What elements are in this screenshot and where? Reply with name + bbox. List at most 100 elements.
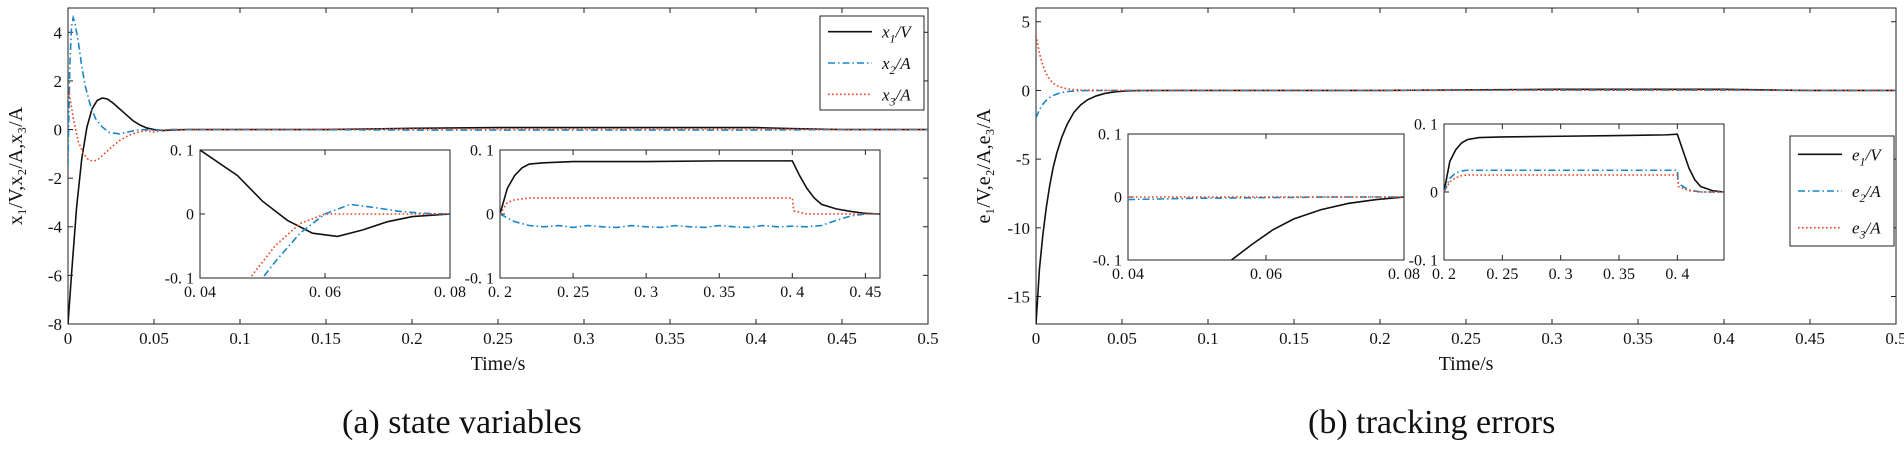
chart-b-inset-1: 0. 04 0. 06 0. 08 -0. 1 0 0. 1 — [1093, 127, 1420, 283]
chart-a-inset1-ytick-label: -0. 1 — [165, 271, 194, 288]
chart-a-ytick-label: 4 — [54, 23, 63, 42]
chart-b-xtick-label: 0.15 — [1279, 329, 1309, 348]
chart-b-xtick-label: 0.45 — [1795, 329, 1825, 348]
chart-b-xlabel: Time/s — [1439, 353, 1494, 375]
chart-b-inset2-xtick-label: 0. 3 — [1549, 266, 1573, 283]
chart-a-xtick-label: 0.35 — [655, 329, 685, 348]
chart-a-xtick-label: 0.45 — [827, 329, 857, 348]
chart-a-xtick-label: 0.1 — [229, 329, 250, 348]
chart-a-inset2-ytick-label: -0. 1 — [465, 271, 494, 288]
chart-b-ylabel: e₁/V,e₂/A,e₃/A — [973, 108, 995, 224]
chart-b-xtick-label: 0.05 — [1107, 329, 1137, 348]
chart-a-ytick-label: -6 — [48, 266, 62, 285]
chart-a-inset2-plot-frame — [499, 149, 881, 279]
chart-a-xlabel: Time/s — [471, 353, 526, 375]
chart-a-xtick-label: 0.4 — [745, 329, 767, 348]
chart-a-xtick-label: 0.5 — [917, 329, 938, 348]
chart-b-inset2-xtick-label: 0. 2 — [1432, 266, 1456, 283]
chart-a-inset1-series-x3-per-A — [249, 213, 450, 278]
chart-a-inset2-xtick-label: 0. 3 — [634, 284, 658, 301]
chart-a-legend: x1/V x2/A x3/A — [819, 15, 925, 111]
chart-b-legend: e1/V e2/A e3/A — [1789, 135, 1895, 247]
chart-a-ytick-label: -4 — [48, 218, 63, 237]
chart-b-inset2-series-e1-per-V — [1444, 133, 1724, 193]
chart-a-inset1-xtick-label: 0. 06 — [309, 284, 341, 301]
caption-b: (b) tracking errors — [1308, 404, 1556, 441]
chart-a-xtick-label: 0.3 — [573, 329, 594, 348]
chart-b-inset2-xtick-label: 0. 4 — [1665, 266, 1689, 283]
chart-a-xtick-label: 0.25 — [483, 329, 513, 348]
chart-b-inset2-ytick-label: 0. 1 — [1414, 117, 1438, 134]
chart-b-xtick-label: 0.2 — [1369, 329, 1390, 348]
chart-a-inset2-series-x2-per-A — [500, 213, 880, 229]
chart-b-xtick-label: 0.4 — [1713, 329, 1735, 348]
chart-b-inset1-ytick-label: -0. 1 — [1093, 253, 1122, 270]
chart-a-xtick-label: 0.15 — [311, 329, 341, 348]
chart-b-inset1-ytick-label: 0 — [1114, 190, 1122, 207]
chart-a-inset1-series-x2-per-A — [261, 203, 450, 278]
chart-a-series-x3-per-A — [68, 85, 928, 162]
chart-b-legend-label: e1/V — [1852, 145, 1883, 168]
chart-b-xtick-label: 0 — [1032, 329, 1041, 348]
chart-b-series-e2-per-A — [1036, 89, 1896, 119]
chart-a-xtick-label: 0.2 — [401, 329, 422, 348]
chart-a-ytick-label: -8 — [48, 315, 62, 334]
chart-a-inset2-xtick-label: 0. 45 — [849, 284, 881, 301]
chart-a-inset-1: 0. 04 0. 06 0. 08 -0. 1 0 0. 1 — [165, 143, 466, 301]
chart-b-xtick-label: 0.3 — [1541, 329, 1562, 348]
chart-a-inset-2: 0. 2 0. 25 0. 3 0. 35 0. 4 0. 45 -0. 1 0 0. 1 — [465, 143, 882, 301]
chart-b-inset2-xtick-label: 0. 25 — [1486, 266, 1518, 283]
chart-b-series-e1-per-V — [1036, 88, 1896, 324]
chart-a-inset2-series-x3-per-A — [500, 197, 880, 215]
chart-b-inset2-xtick-label: 0. 35 — [1603, 266, 1635, 283]
chart-b-xtick-label: 0.25 — [1451, 329, 1481, 348]
caption-a: (a) state variables — [342, 404, 582, 441]
chart-a-inset2-series-x1-per-V — [500, 160, 880, 215]
chart-b-inset1-xtick-label: 0. 08 — [1388, 266, 1420, 283]
chart-b-inset1-series-e2-per-A — [1128, 196, 1404, 201]
chart-a-inset2-xtick-label: 0. 4 — [780, 284, 804, 301]
chart-a-xtick-label: 0 — [64, 329, 73, 348]
chart-a-ytick-label: 0 — [54, 120, 63, 139]
chart-b-ytick-label: -5 — [1016, 150, 1030, 169]
chart-b-inset-2: 0. 2 0. 25 0. 3 0. 35 0. 4 -0. 1 0 0. 1 — [1409, 117, 1725, 283]
chart-b-inset1-xtick-label: 0. 04 — [1112, 266, 1144, 283]
chart-a-ytick-label: 2 — [54, 72, 63, 91]
chart-a-ylabel: x₁/V,x₂/A,x₃/A — [5, 106, 27, 225]
chart-a-inset2-ytick-label: 0 — [486, 207, 494, 224]
chart-a-inset1-ytick-label: 0. 1 — [170, 143, 194, 160]
chart-a-inset1-series-x1-per-V — [200, 150, 450, 238]
chart-b-ytick-label: -10 — [1007, 219, 1030, 238]
chart-a-inset1-xtick-label: 0. 08 — [434, 284, 466, 301]
chart-b-xtick-label: 0.35 — [1623, 329, 1653, 348]
chart-b-inset2-plot-frame — [1443, 123, 1725, 261]
chart-b-inset2-ytick-label: 0 — [1430, 185, 1438, 202]
chart-b-ytick-label: 5 — [1022, 13, 1031, 32]
chart-a-inset1-xtick-label: 0. 04 — [184, 284, 216, 301]
chart-a-series-x1-per-V — [68, 97, 928, 324]
chart-a-legend-label: x3/A — [881, 85, 911, 108]
chart-b-ytick-label: 0 — [1022, 81, 1031, 100]
chart-a-inset2-xtick-label: 0. 35 — [703, 284, 735, 301]
chart-b-xtick-label: 0.5 — [1885, 329, 1904, 348]
chart-b-inset1-series-e1-per-V — [1229, 196, 1404, 260]
chart-b-inset2-series-e3-per-A — [1444, 174, 1724, 193]
chart-b-legend-label: e2/A — [1852, 182, 1881, 205]
chart-b-inset2-ytick-label: -0. 1 — [1409, 253, 1438, 270]
chart-a-inset1-ytick-label: 0 — [186, 207, 194, 224]
chart-a-legend-label: x2/A — [881, 54, 911, 77]
chart-a-inset2-xtick-label: 0. 2 — [488, 284, 512, 301]
chart-a-series-x2-per-A — [68, 14, 928, 167]
chart-b-series-e3-per-A — [1036, 35, 1896, 92]
chart-b-legend-label: e3/A — [1852, 219, 1881, 242]
chart-a-ytick-label: -2 — [48, 169, 62, 188]
chart-b-ytick-label: -15 — [1007, 287, 1030, 306]
chart-a-inset2-ytick-label: 0. 1 — [470, 143, 494, 160]
chart-a-xtick-label: 0.05 — [139, 329, 169, 348]
chart-b-xtick-label: 0.1 — [1197, 329, 1218, 348]
chart-b-inset1-ytick-label: 0. 1 — [1098, 127, 1122, 144]
chart-a-legend-label: x1/V — [881, 23, 913, 46]
chart-b-inset1-xtick-label: 0. 06 — [1250, 266, 1282, 283]
